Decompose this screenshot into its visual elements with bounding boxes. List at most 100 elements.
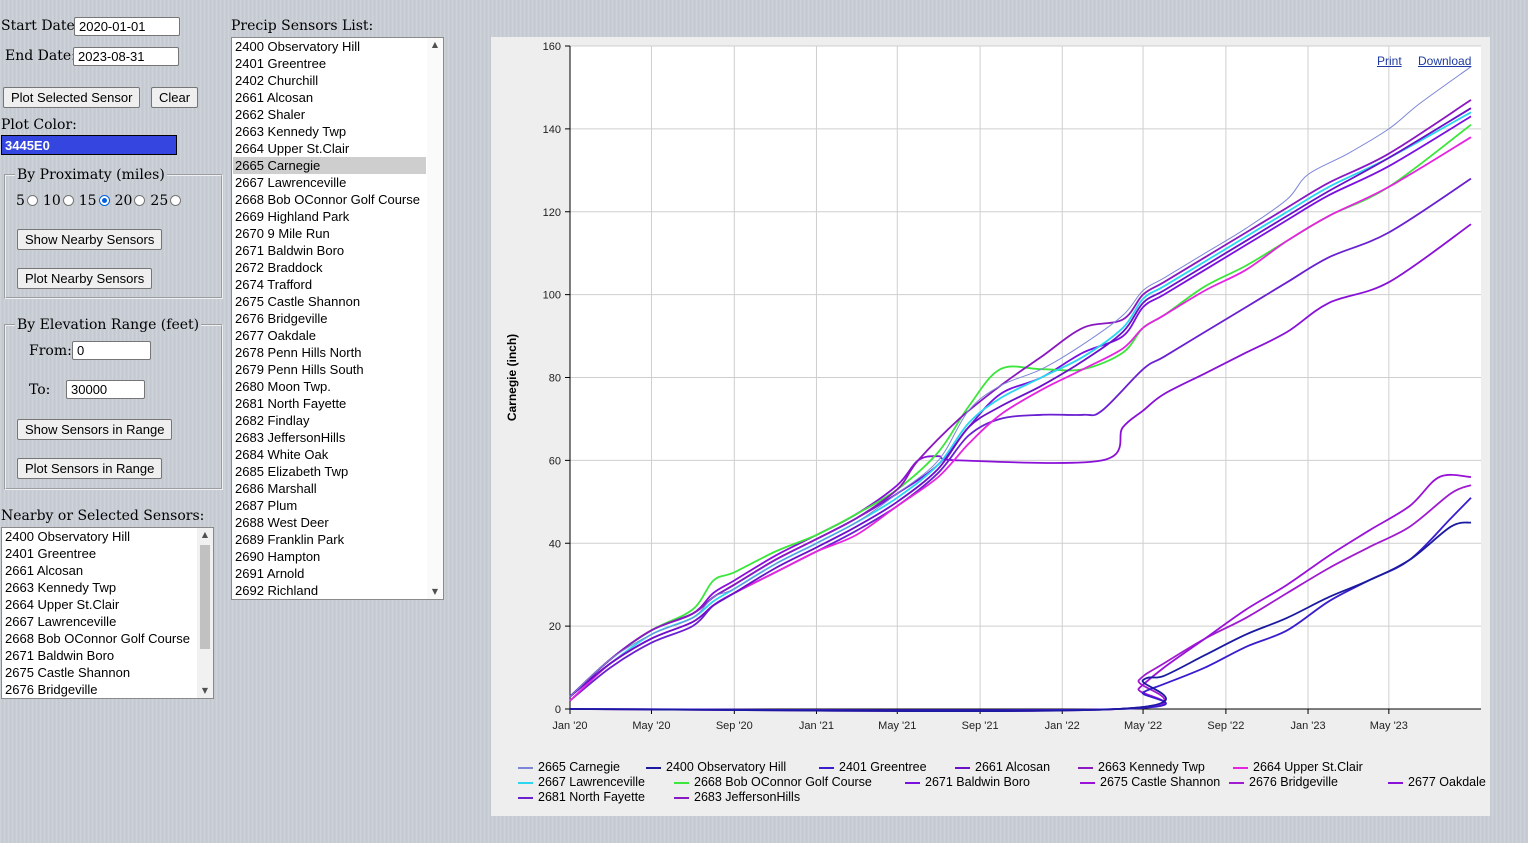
clear-button[interactable]: Clear xyxy=(151,87,199,108)
start-date-input[interactable] xyxy=(74,17,180,36)
elevation-from-input[interactable] xyxy=(72,341,151,360)
list-item[interactable]: 2675 Castle Shannon xyxy=(5,665,131,680)
sensors-scrollbar[interactable]: ▲ ▼ xyxy=(427,38,443,599)
list-item[interactable]: 2670 9 Mile Run xyxy=(235,226,330,241)
legend-item[interactable]: 2663 Kennedy Twp xyxy=(1078,760,1205,775)
list-item[interactable]: 2661 Alcosan xyxy=(235,90,314,105)
list-item[interactable]: 2676 Bridgeville xyxy=(5,682,98,697)
legend-swatch xyxy=(819,766,834,769)
plot-nearby-sensors-button[interactable]: Plot Nearby Sensors xyxy=(17,268,153,289)
list-item[interactable]: 2674 Trafford xyxy=(235,277,313,292)
list-item[interactable]: 2668 Bob OConnor Golf Course xyxy=(5,631,190,646)
legend-item[interactable]: 2665 Carnegie xyxy=(518,760,620,775)
list-item[interactable]: 2400 Observatory Hill xyxy=(235,39,360,54)
list-item[interactable]: 2682 Findlay xyxy=(235,413,310,428)
legend-item[interactable]: 2676 Bridgeville xyxy=(1229,775,1338,790)
list-item[interactable]: 2672 Braddock xyxy=(235,260,323,275)
x-tick-label: May '21 xyxy=(878,720,916,732)
list-item[interactable]: 2684 White Oak xyxy=(235,447,329,462)
list-item[interactable]: 2671 Baldwin Boro xyxy=(5,648,115,663)
radio-10[interactable] xyxy=(62,195,74,206)
elevation-to-input[interactable] xyxy=(66,380,145,399)
legend-item[interactable]: 2664 Upper St.Clair xyxy=(1233,760,1363,775)
show-nearby-sensors-button[interactable]: Show Nearby Sensors xyxy=(17,229,163,250)
radio-5[interactable] xyxy=(26,195,38,206)
list-item[interactable]: 2688 West Deer xyxy=(235,515,329,530)
legend-item[interactable]: 2661 Alcosan xyxy=(955,760,1050,775)
show-sensors-in-range-button[interactable]: Show Sensors in Range xyxy=(17,419,173,440)
radio-20[interactable] xyxy=(134,195,146,206)
download-link[interactable]: Download xyxy=(1418,54,1472,68)
legend-item[interactable]: 2683 JeffersonHills xyxy=(674,790,800,805)
radio-label-10: 10 xyxy=(42,193,61,209)
list-item[interactable]: 2401 Greentree xyxy=(5,546,97,561)
list-item[interactable]: 2685 Elizabeth Twp xyxy=(235,464,349,479)
list-item[interactable]: 2663 Kennedy Twp xyxy=(235,124,347,139)
list-item[interactable]: 2681 North Fayette xyxy=(235,396,347,411)
legend-label: 2664 Upper St.Clair xyxy=(1253,760,1363,774)
scroll-up-arrow-icon[interactable]: ▲ xyxy=(431,40,439,49)
list-item[interactable]: 2667 Lawrenceville xyxy=(5,614,117,629)
legend-label: 2663 Kennedy Twp xyxy=(1098,760,1205,774)
list-item[interactable]: 2400 Observatory Hill xyxy=(5,529,130,544)
list-item[interactable]: 2662 Shaler xyxy=(235,107,306,122)
nearby-scrollbar[interactable]: ▲ ▼ xyxy=(197,528,213,698)
list-item[interactable]: 2668 Bob OConnor Golf Course xyxy=(235,192,420,207)
legend-item[interactable]: 2401 Greentree xyxy=(819,760,927,775)
list-item[interactable]: 2687 Plum xyxy=(235,498,298,513)
list-item[interactable]: 2664 Upper St.Clair xyxy=(5,597,120,612)
plot-sensors-in-range-button[interactable]: Plot Sensors in Range xyxy=(17,458,163,479)
scroll-down-arrow-icon[interactable]: ▼ xyxy=(201,686,209,695)
list-item[interactable]: 2690 Hampton xyxy=(235,549,321,564)
list-item[interactable]: 2665 Carnegie xyxy=(233,157,426,174)
list-item[interactable]: 2683 JeffersonHills xyxy=(235,430,346,445)
scrollbar-thumb[interactable] xyxy=(200,545,210,649)
legend-swatch xyxy=(955,766,970,769)
list-item[interactable]: 2691 Arnold xyxy=(235,566,305,581)
list-item[interactable]: 2676 Bridgeville xyxy=(235,311,328,326)
end-date-label: End Date: xyxy=(5,48,76,64)
radio-15-selected[interactable] xyxy=(98,195,110,206)
elevation-legend: By Elevation Range (feet) xyxy=(17,317,200,333)
legend-item[interactable]: 2677 Oakdale xyxy=(1388,775,1486,790)
legend-item[interactable]: 2681 North Fayette xyxy=(518,790,645,805)
end-date-input[interactable] xyxy=(73,47,179,66)
radio-25[interactable] xyxy=(170,195,182,206)
list-item[interactable]: 2679 Penn Hills South xyxy=(235,362,364,377)
legend-item[interactable]: 2667 Lawrenceville xyxy=(518,775,645,790)
y-tick-label: 0 xyxy=(555,704,561,716)
scroll-up-arrow-icon[interactable]: ▲ xyxy=(201,530,209,539)
legend-item[interactable]: 2668 Bob OConnor Golf Course xyxy=(674,775,872,790)
list-item[interactable]: 2401 Greentree xyxy=(235,56,327,71)
list-item[interactable]: 2675 Castle Shannon xyxy=(235,294,361,309)
scroll-down-arrow-icon[interactable]: ▼ xyxy=(431,587,439,596)
legend-item[interactable]: 2400 Observatory Hill xyxy=(646,760,786,775)
nearby-sensors-listbox[interactable]: 2400 Observatory Hill 2401 Greentree 2661 … xyxy=(1,527,214,699)
list-item[interactable]: 2680 Moon Twp. xyxy=(235,379,331,394)
proximity-radio-row: 5 10 15 20 25 xyxy=(16,193,186,209)
list-item[interactable]: 2677 Oakdale xyxy=(235,328,316,343)
list-item[interactable]: 2678 Penn Hills North xyxy=(235,345,362,360)
list-item[interactable]: 2692 Richland xyxy=(235,583,319,598)
y-tick-label: 20 xyxy=(549,621,561,633)
list-item[interactable]: 2402 Churchill xyxy=(235,73,319,88)
list-item[interactable]: 2671 Baldwin Boro xyxy=(235,243,345,258)
legend-item[interactable]: 2675 Castle Shannon xyxy=(1080,775,1220,790)
list-item[interactable]: 2689 Franklin Park xyxy=(235,532,345,547)
plot-color-input[interactable]: 3445E0 xyxy=(1,135,177,155)
chart-panel: 0 20 40 60 80 100 120 140 160 Jan '20 May '20 Sep '… xyxy=(491,37,1490,816)
x-tick-label: Jan '23 xyxy=(1290,720,1325,732)
y-tick-label: 40 xyxy=(549,538,561,550)
list-item[interactable]: 2664 Upper St.Clair xyxy=(235,141,350,156)
precip-sensors-listbox[interactable]: 2400 Observatory Hill 2401 Greentree 2402 … xyxy=(231,37,444,600)
list-item[interactable]: 2667 Lawrenceville xyxy=(235,175,347,190)
list-item[interactable]: 2663 Kennedy Twp xyxy=(5,580,117,595)
legend-swatch xyxy=(518,796,533,799)
list-item[interactable]: 2686 Marshall xyxy=(235,481,317,496)
print-link[interactable]: Print xyxy=(1377,54,1402,68)
list-item[interactable]: 2669 Highland Park xyxy=(235,209,350,224)
plot-selected-sensor-button[interactable]: Plot Selected Sensor xyxy=(3,87,141,108)
legend-item[interactable]: 2671 Baldwin Boro xyxy=(905,775,1030,790)
legend-label: 2400 Observatory Hill xyxy=(666,760,787,774)
list-item[interactable]: 2661 Alcosan xyxy=(5,563,84,578)
